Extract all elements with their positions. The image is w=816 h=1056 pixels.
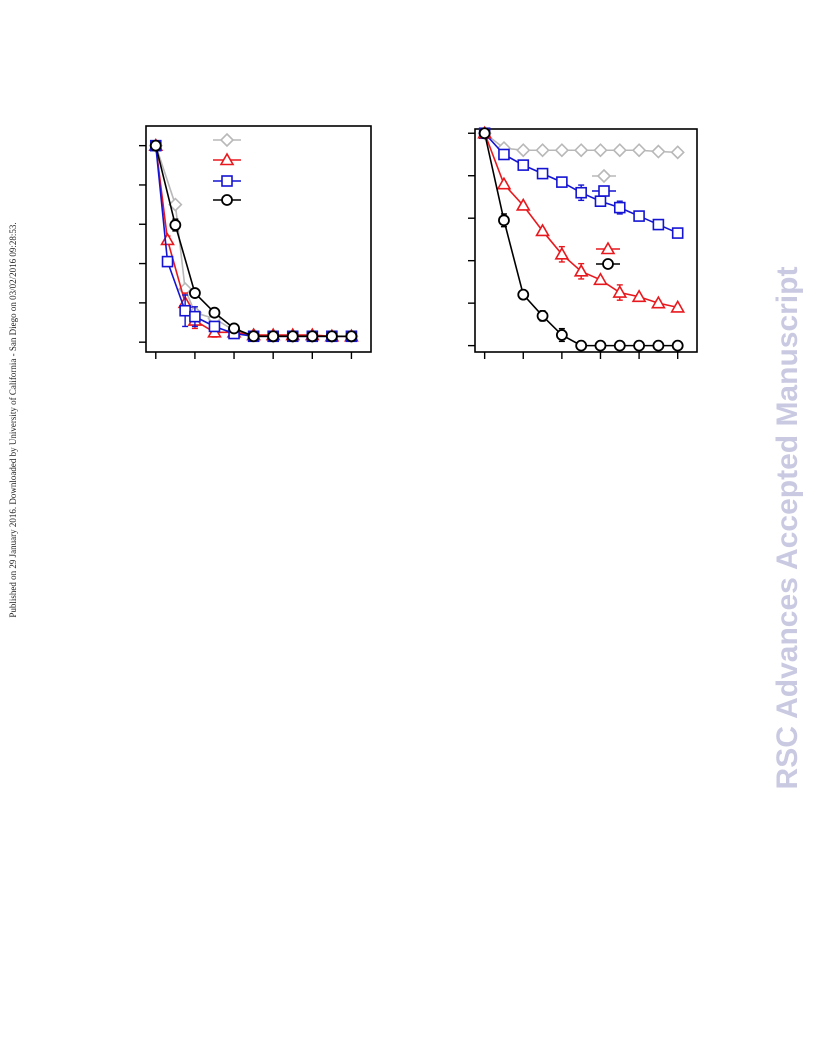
chart-1 [139,125,372,359]
data-point [554,246,570,260]
data-point [536,167,549,180]
data-point [536,309,549,322]
legend-item-red-triangle [596,241,620,255]
data-point [517,159,530,171]
data-point [535,143,550,158]
data-point [593,272,608,286]
data-point [573,263,589,277]
data-point [517,288,530,301]
data-point [208,320,221,333]
legend-marker [602,258,614,270]
series-black-circle [149,139,358,343]
data-point [575,186,587,199]
data-point [556,176,568,188]
data-point [613,339,626,352]
legend-marker [600,241,616,255]
data-point [516,143,531,158]
data-point [670,145,685,160]
data-point [554,143,570,158]
data-point [594,339,607,352]
legend-marker [596,168,612,184]
legend-item-red-triangle [213,152,241,166]
data-point [496,176,512,190]
data-point [575,339,588,352]
data-point [535,223,550,237]
data-point [612,143,627,158]
data-point [593,143,608,158]
chart-2 [468,125,698,359]
data-point [168,197,183,212]
legend-item-gray-diamond [592,168,616,184]
data-point [208,306,221,319]
series-blue-square [149,139,358,343]
series-black-circle [478,127,684,352]
data-point [613,201,626,214]
data-point [671,227,684,239]
data-point [670,299,686,313]
data-point [267,330,280,343]
legend-item-black-circle [213,194,241,206]
data-point [169,219,182,231]
data-point [179,304,191,317]
series-line [483,133,678,347]
data-point [651,295,666,309]
data-point [633,339,645,352]
data-point [652,339,665,352]
legend-marker [219,132,235,148]
legend-marker [221,194,233,206]
data-point [189,287,201,299]
data-point [345,330,358,343]
data-point [555,329,568,341]
data-point [671,339,684,352]
legend-marker [221,175,233,187]
legend-item-blue-square [592,185,616,197]
data-point [651,144,666,159]
legend-marker [219,152,235,166]
plot-frame [474,128,698,353]
data-point [631,143,647,158]
legend-item-black-circle [596,258,620,270]
data-point [633,210,645,222]
data-point [161,255,174,268]
data-point [594,195,607,208]
legend-item-gray-diamond [213,132,241,148]
data-point [149,139,162,152]
data-point [652,218,665,231]
plot-frame [145,125,372,353]
data-point [247,330,260,343]
data-point [306,330,319,343]
data-point [286,330,299,343]
data-point [478,127,491,140]
data-point [498,148,510,161]
legend-marker [598,185,610,197]
data-point [325,330,338,343]
data-point [612,284,628,298]
data-point [631,289,647,303]
data-point [574,143,589,158]
data-point [160,232,175,246]
data-point [228,322,240,335]
data-point [189,310,201,323]
legend-item-blue-square [213,175,241,187]
data-point [498,214,510,227]
data-point [515,197,531,211]
